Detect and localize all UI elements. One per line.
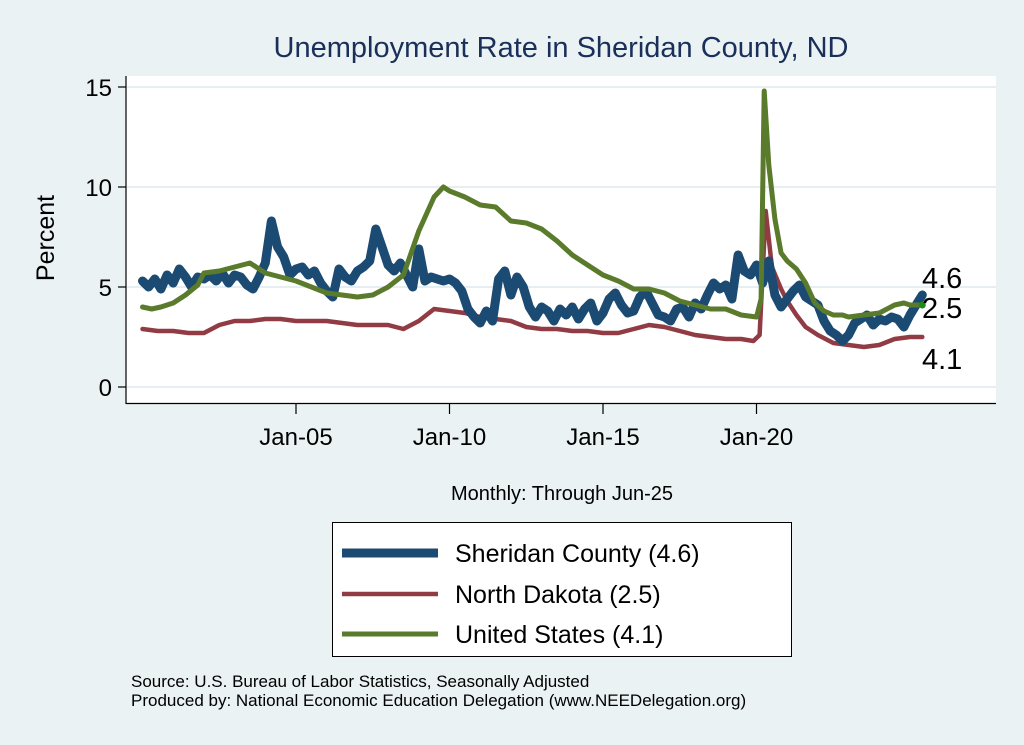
end-label: 2.5 <box>922 293 962 325</box>
plot-area <box>126 76 996 403</box>
x-axis-ticks: Jan-05 Jan-10 Jan-15 Jan-20 <box>259 404 793 451</box>
grid-lines <box>127 86 996 388</box>
y-axis-ticks: 0 5 10 15 <box>85 75 126 402</box>
legend-label: North Dakota (2.5) <box>455 581 661 609</box>
legend-label: United States (4.1) <box>455 621 663 649</box>
y-tick-label: 10 <box>85 175 112 202</box>
y-tick-label: 15 <box>85 75 112 102</box>
y-axis-label: Percent <box>32 195 60 281</box>
end-value-labels: 4.62.5 4.1 <box>922 263 962 376</box>
y-tick-label: 0 <box>99 375 112 402</box>
x-tick-label: Jan-20 <box>720 424 793 451</box>
y-tick-label: 5 <box>99 275 112 302</box>
legend: Sheridan County (4.6) North Dakota (2.5) U… <box>332 522 792 657</box>
series-line-2 <box>140 88 925 320</box>
end-marker <box>918 301 926 309</box>
series-line-1 <box>140 208 925 350</box>
x-tick-label: Jan-15 <box>566 424 639 451</box>
producer-note: Produced by: National Economic Education… <box>131 691 747 710</box>
footer: Source: U.S. Bureau of Labor Statistics,… <box>131 672 746 710</box>
x-tick-label: Jan-10 <box>413 424 486 451</box>
chart-title: Unemployment Rate in Sheridan County, ND <box>274 32 849 64</box>
x-tick-label: Jan-05 <box>259 424 332 451</box>
end-label: 4.6 <box>922 263 962 295</box>
x-axis-label: Monthly: Through Jun-25 <box>451 483 673 505</box>
end-label: 4.1 <box>922 344 962 376</box>
series-lines <box>138 88 927 350</box>
legend-label: Sheridan County (4.6) <box>455 540 700 568</box>
source-note: Source: U.S. Bureau of Labor Statistics,… <box>131 672 590 691</box>
series-line-0 <box>138 216 927 346</box>
